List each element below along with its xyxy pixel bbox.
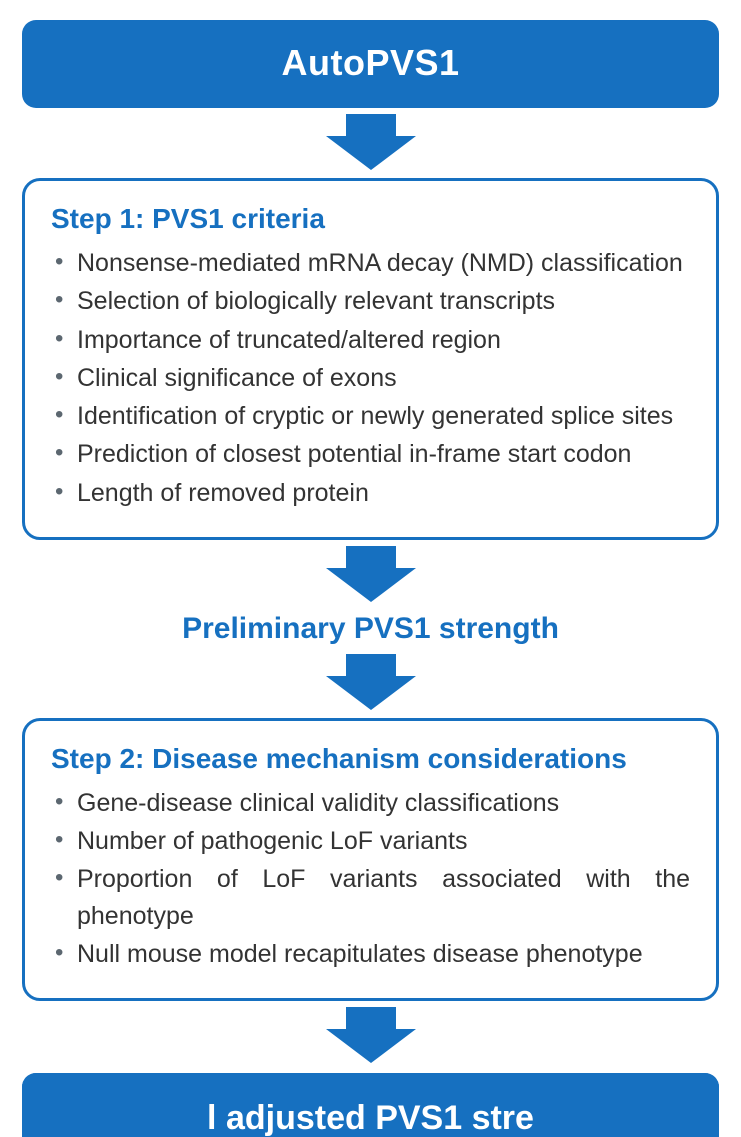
step1-heading: Step 1: PVS1 criteria: [51, 203, 690, 235]
step2-list: Gene-disease clinical validity classific…: [51, 785, 690, 972]
list-item: Clinical significance of exons: [51, 360, 690, 396]
arrow-3: [326, 654, 416, 710]
title-box: AutoPVS1: [22, 20, 719, 108]
list-item: Length of removed protein: [51, 475, 690, 511]
list-item: Nonsense-mediated mRNA decay (NMD) class…: [51, 245, 690, 281]
arrow-1: [326, 114, 416, 170]
list-item: Gene-disease clinical validity classific…: [51, 785, 690, 821]
final-box: l adjusted PVS1 stre: [22, 1073, 719, 1137]
arrow-2: [326, 546, 416, 602]
final-text: l adjusted PVS1 stre: [207, 1099, 534, 1137]
list-item: Null mouse model recapitulates disease p…: [51, 936, 690, 972]
fade-left-overlay: [22, 1073, 112, 1137]
preliminary-strength-label: Preliminary PVS1 strength: [182, 612, 559, 646]
list-item: Selection of biologically relevant trans…: [51, 283, 690, 319]
list-item: Prediction of closest potential in-frame…: [51, 436, 690, 472]
list-item: Importance of truncated/altered region: [51, 322, 690, 358]
list-item: Identification of cryptic or newly gener…: [51, 398, 690, 434]
arrow-down-icon: [326, 1007, 416, 1063]
arrow-4: [326, 1007, 416, 1063]
arrow-down-icon: [326, 546, 416, 602]
list-item: Number of pathogenic LoF variants: [51, 823, 690, 859]
arrow-down-icon: [326, 654, 416, 710]
fade-right-overlay: [629, 1073, 719, 1137]
step2-heading: Step 2: Disease mechanism considerations: [51, 743, 690, 775]
list-item: Proportion of LoF variants associated wi…: [51, 861, 690, 934]
step1-box: Step 1: PVS1 criteria Nonsense-mediated …: [22, 178, 719, 540]
title-text: AutoPVS1: [281, 42, 459, 83]
arrow-down-icon: [326, 114, 416, 170]
step1-list: Nonsense-mediated mRNA decay (NMD) class…: [51, 245, 690, 511]
step2-box: Step 2: Disease mechanism considerations…: [22, 718, 719, 1001]
